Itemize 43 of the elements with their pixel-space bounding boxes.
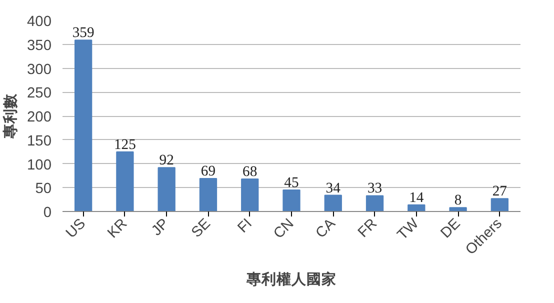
x-tick-label: TW bbox=[394, 216, 422, 244]
y-tick-label: 350 bbox=[27, 38, 52, 54]
data-label: 27 bbox=[492, 184, 508, 200]
x-axis-title: 專利權人國家 bbox=[246, 270, 336, 288]
x-tick-label: US bbox=[63, 216, 90, 242]
x-tick-label: CN bbox=[270, 216, 298, 242]
bar bbox=[74, 40, 92, 212]
bar bbox=[282, 190, 300, 212]
bar bbox=[366, 195, 384, 212]
data-label: 34 bbox=[326, 180, 342, 196]
y-tick-label: 0 bbox=[43, 205, 52, 221]
x-tick-label: DE bbox=[438, 216, 464, 242]
y-tick-label: 50 bbox=[35, 181, 52, 198]
y-tick-label: 200 bbox=[27, 110, 52, 126]
y-axis-title: 專利數 bbox=[2, 92, 20, 140]
bar bbox=[408, 204, 426, 212]
data-label: 33 bbox=[367, 180, 382, 197]
bar bbox=[449, 207, 467, 212]
x-tick-label: SE bbox=[188, 216, 214, 241]
bar bbox=[490, 198, 509, 212]
x-tick-label: FI bbox=[234, 216, 256, 236]
data-label: 45 bbox=[284, 175, 299, 192]
y-tick-label: 100 bbox=[27, 157, 52, 174]
bar bbox=[158, 167, 176, 212]
y-tick-label: 400 bbox=[27, 14, 52, 30]
x-tick-label: FR bbox=[355, 216, 380, 241]
y-tick-label: 250 bbox=[27, 86, 52, 102]
bar bbox=[199, 178, 218, 212]
data-label: 68 bbox=[242, 164, 258, 180]
data-label: 8 bbox=[454, 192, 462, 209]
bar bbox=[116, 151, 134, 212]
x-tick-label: KR bbox=[104, 216, 131, 242]
data-label: 359 bbox=[72, 25, 94, 42]
data-label: 69 bbox=[200, 164, 216, 180]
x-tick-label: JP bbox=[148, 216, 172, 240]
data-label: 92 bbox=[159, 152, 174, 169]
data-label: 125 bbox=[114, 136, 136, 153]
x-tick-label: CA bbox=[313, 216, 339, 242]
bar bbox=[324, 194, 342, 212]
bar bbox=[241, 178, 259, 212]
data-label: 14 bbox=[409, 190, 424, 206]
y-tick-label: 300 bbox=[27, 62, 52, 78]
y-tick-label: 150 bbox=[27, 133, 52, 150]
